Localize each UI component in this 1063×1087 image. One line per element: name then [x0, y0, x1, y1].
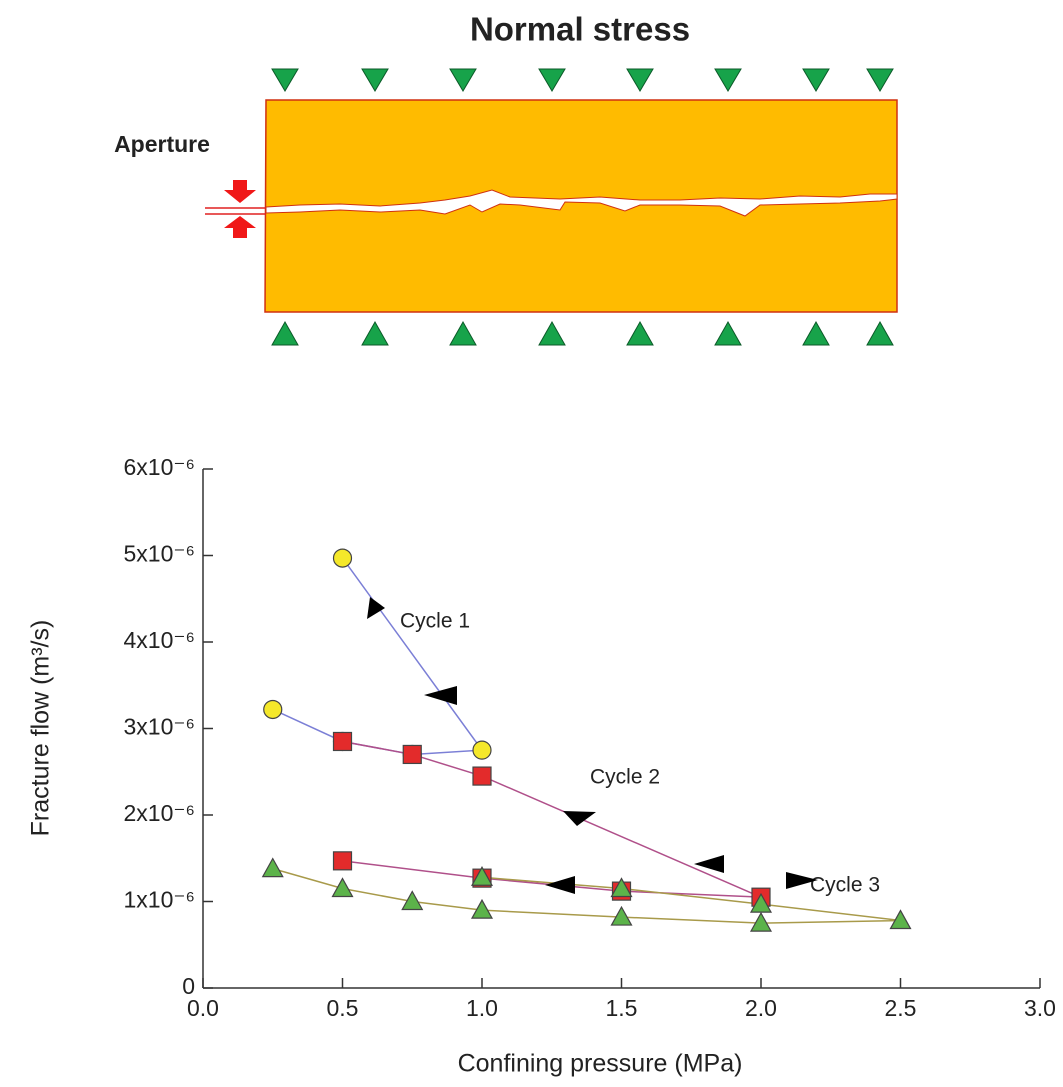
- series-label: Cycle 1: [400, 610, 470, 633]
- point: [332, 731, 353, 752]
- y-tick-label: 5x10⁻⁶: [124, 541, 195, 567]
- y-tick-label: 1x10⁻⁶: [124, 887, 195, 913]
- point: [749, 911, 773, 932]
- y-tick-label: 4x10⁻⁶: [124, 627, 195, 653]
- point: [889, 909, 912, 930]
- point: [472, 740, 492, 760]
- series-line: [272, 867, 901, 924]
- series-line: [272, 557, 484, 756]
- series-label: Cycle 3: [810, 874, 880, 897]
- x-tick-label: 1.0: [466, 995, 498, 1021]
- x-tick-label: 2.5: [885, 995, 917, 1021]
- point: [263, 699, 283, 720]
- aperture-label: Aperture: [114, 131, 210, 157]
- point: [331, 877, 354, 898]
- x-axis-label: Confining pressure (MPa): [458, 1050, 743, 1078]
- y-axis-label: Fracture flow (m³/s): [27, 620, 55, 837]
- direction-arrows: [367, 597, 818, 894]
- rock-sample: [205, 99, 898, 313]
- point: [472, 766, 492, 786]
- x-tick-label: 0.0: [187, 995, 219, 1021]
- point: [332, 851, 353, 871]
- stress-arrows: [271, 68, 894, 346]
- y-tick-label: 3x10⁻⁶: [124, 714, 195, 740]
- x-tick-label: 1.5: [606, 995, 638, 1021]
- y-tick-label: 6x10⁻⁶: [124, 454, 195, 480]
- y-tick-label: 2x10⁻⁶: [124, 800, 195, 826]
- series-line: [342, 740, 762, 898]
- y-tick-label: 0: [182, 973, 195, 999]
- point: [332, 548, 353, 568]
- point: [610, 905, 633, 926]
- point: [749, 892, 773, 913]
- x-tick-label: 3.0: [1024, 995, 1056, 1021]
- point: [470, 866, 494, 886]
- x-tick-label: 0.5: [327, 995, 359, 1021]
- series-label: Cycle 2: [590, 766, 660, 789]
- x-tick-label: 2.0: [745, 995, 777, 1021]
- plot: 0.0 0.5 1.0 1.5 2.0 2.5 3.0 0 1x10⁻⁶ 2x10⁻⁶ 3x10⁻⁶…: [124, 454, 1056, 1021]
- diagram-title: Normal stress: [470, 11, 690, 48]
- point: [610, 877, 633, 898]
- point: [261, 857, 284, 878]
- point: [402, 744, 422, 765]
- point: [401, 890, 424, 911]
- point: [470, 898, 494, 919]
